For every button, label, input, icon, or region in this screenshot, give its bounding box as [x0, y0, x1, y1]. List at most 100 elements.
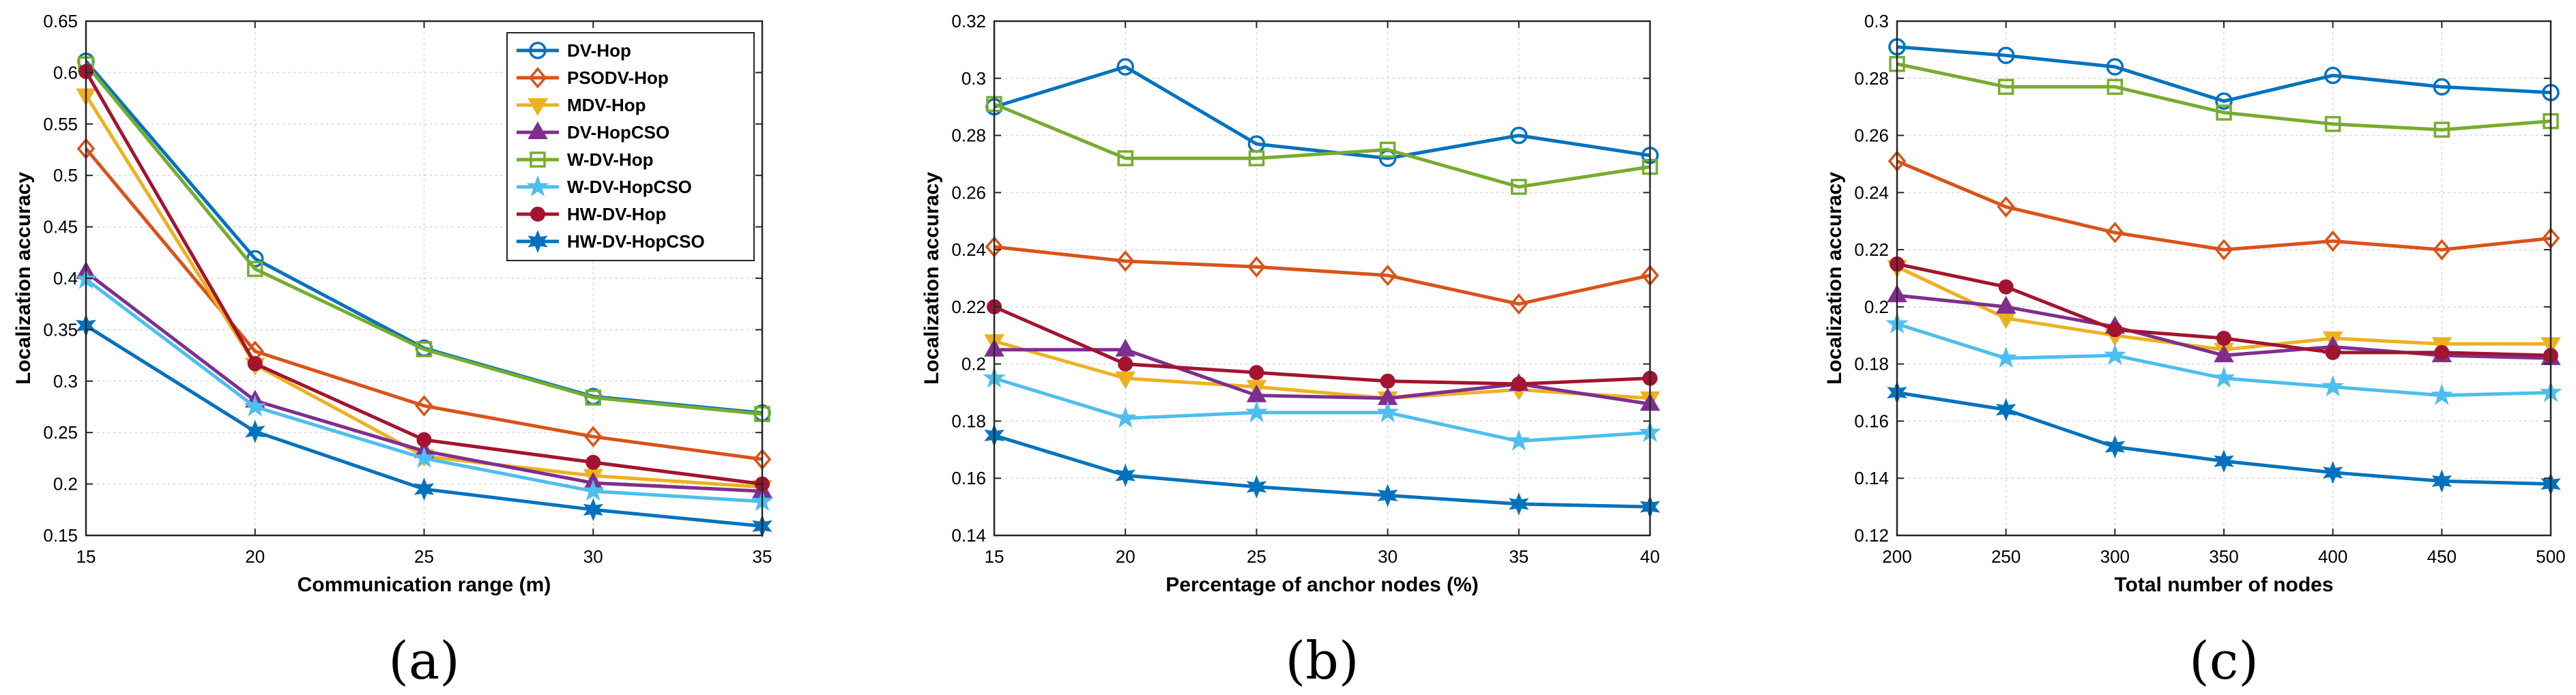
legend-label: W-DV-Hop: [567, 149, 654, 170]
data-point: [2322, 460, 2343, 484]
data-point: [1117, 150, 1133, 166]
data-point: [2430, 383, 2453, 405]
y-tick-label: 0.35: [43, 319, 78, 340]
x-axis-label: Total number of nodes: [2114, 574, 2333, 596]
data-point: [1114, 406, 1137, 428]
data-point: [1245, 400, 1268, 422]
y-tick-label: 0.18: [1854, 354, 1889, 374]
data-point: [1116, 58, 1134, 76]
data-point: [416, 341, 433, 357]
panel-label: (c): [2189, 630, 2259, 691]
x-tick-label: 200: [1882, 546, 1911, 567]
legend-marker: [527, 121, 548, 139]
y-tick-label: 0.2: [1864, 297, 1889, 317]
data-point: [2214, 239, 2233, 261]
x-tick-label: 20: [245, 546, 265, 567]
data-point: [2324, 230, 2342, 252]
y-tick-label: 0.14: [951, 525, 986, 546]
y-tick-label: 0.16: [1854, 411, 1889, 431]
x-tick-label: 15: [985, 546, 1004, 567]
chart-panel-b: 15 20 25 30 35 40 0.14 0.16 0.18 0.2 0.22 0.24 0.26 0…: [921, 11, 1662, 691]
data-point: [416, 432, 432, 447]
y-tick-label: 0.6: [53, 62, 78, 83]
legend-entry: W-DV-HopCSO: [517, 175, 692, 197]
data-point: [1509, 492, 1529, 516]
legend-label: PSODV-Hop: [567, 68, 669, 88]
x-tick-label: 25: [1247, 546, 1267, 567]
data-point: [1247, 256, 1266, 278]
y-tick-label: 0.24: [1854, 182, 1889, 203]
data-point: [1995, 398, 2016, 422]
x-tick-label: 30: [1378, 546, 1398, 567]
data-point: [1378, 265, 1397, 286]
series-line: [85, 147, 763, 461]
data-point: [583, 426, 603, 447]
legend-entry: DV-HopCSO: [517, 121, 669, 143]
data-point: [247, 261, 263, 278]
y-tick-label: 0.5: [53, 165, 78, 186]
data-point: [581, 479, 605, 501]
legend-marker: [530, 207, 545, 222]
y-axis-label: Localization accuracy: [12, 172, 35, 385]
data-point: [2433, 78, 2451, 96]
data-point: [2104, 435, 2126, 459]
legend: DV-Hop PSODV-Hop MDV-Hop DV-HopCSO W-DV-Hop W…: [506, 32, 755, 261]
x-tick-label: 30: [583, 546, 603, 567]
data-point: [413, 446, 435, 468]
data-point: [1511, 376, 1526, 391]
y-tick-label: 0.22: [951, 297, 986, 317]
data-point: [1995, 295, 2016, 314]
data-point: [1249, 365, 1264, 381]
data-point: [1997, 196, 2015, 218]
x-tick-label: 25: [414, 546, 434, 567]
y-tick-label: 0.65: [43, 11, 78, 31]
data-point: [1115, 338, 1135, 357]
y-axis-label: Localization accuracy: [921, 172, 943, 385]
series-line: [994, 65, 1651, 160]
data-point: [415, 395, 433, 417]
data-point: [1248, 150, 1265, 166]
series-hw-dv-hop: [987, 299, 1658, 391]
series-line: [1896, 45, 2551, 103]
legend-marker: [528, 67, 547, 89]
series-line: [1896, 62, 2551, 132]
legend-entry: HW-DV-Hop: [517, 204, 666, 224]
panel-label: (b): [1286, 630, 1359, 691]
x-tick-label: 20: [1116, 546, 1135, 567]
x-axis-label: Percentage of anchor nodes (%): [1166, 574, 1478, 596]
x-tick-label: 400: [2318, 546, 2347, 567]
x-tick-label: 450: [2427, 546, 2457, 567]
series-line: [85, 63, 763, 416]
x-tick-label: 35: [1509, 546, 1529, 567]
legend-entry: MDV-Hop: [517, 95, 646, 117]
data-point: [2324, 66, 2342, 85]
y-tick-label: 0.3: [1864, 11, 1889, 31]
y-tick-label: 0.3: [53, 371, 78, 391]
series-line: [994, 102, 1651, 189]
data-point: [2106, 222, 2124, 243]
y-tick-label: 0.2: [961, 354, 986, 374]
x-tick-label: 40: [1640, 546, 1660, 567]
legend-entry: DV-Hop: [517, 40, 631, 61]
series-line: [994, 376, 1651, 443]
data-point: [1116, 250, 1135, 272]
x-tick-label: 300: [2100, 546, 2130, 567]
data-point: [2214, 449, 2234, 473]
legend-label: MDV-Hop: [567, 95, 646, 115]
data-point: [2431, 469, 2452, 493]
legend-label: W-DV-HopCSO: [567, 177, 692, 197]
y-tick-label: 0.14: [1854, 468, 1889, 488]
data-point: [414, 477, 435, 501]
legend-label: HW-DV-Hop: [567, 204, 666, 224]
y-tick-label: 0.16: [951, 468, 986, 488]
y-axis-label: Localization accuracy: [1823, 172, 1846, 385]
data-point: [1115, 463, 1135, 488]
data-point: [2212, 366, 2235, 388]
panel-label: (a): [388, 630, 460, 691]
data-point: [1511, 179, 1527, 195]
data-point: [2215, 92, 2233, 110]
legend-label: HW-DV-HopCSO: [567, 231, 705, 252]
data-point: [1998, 279, 2014, 295]
series-line: [994, 348, 1651, 406]
legend-entry: HW-DV-HopCSO: [517, 229, 705, 254]
